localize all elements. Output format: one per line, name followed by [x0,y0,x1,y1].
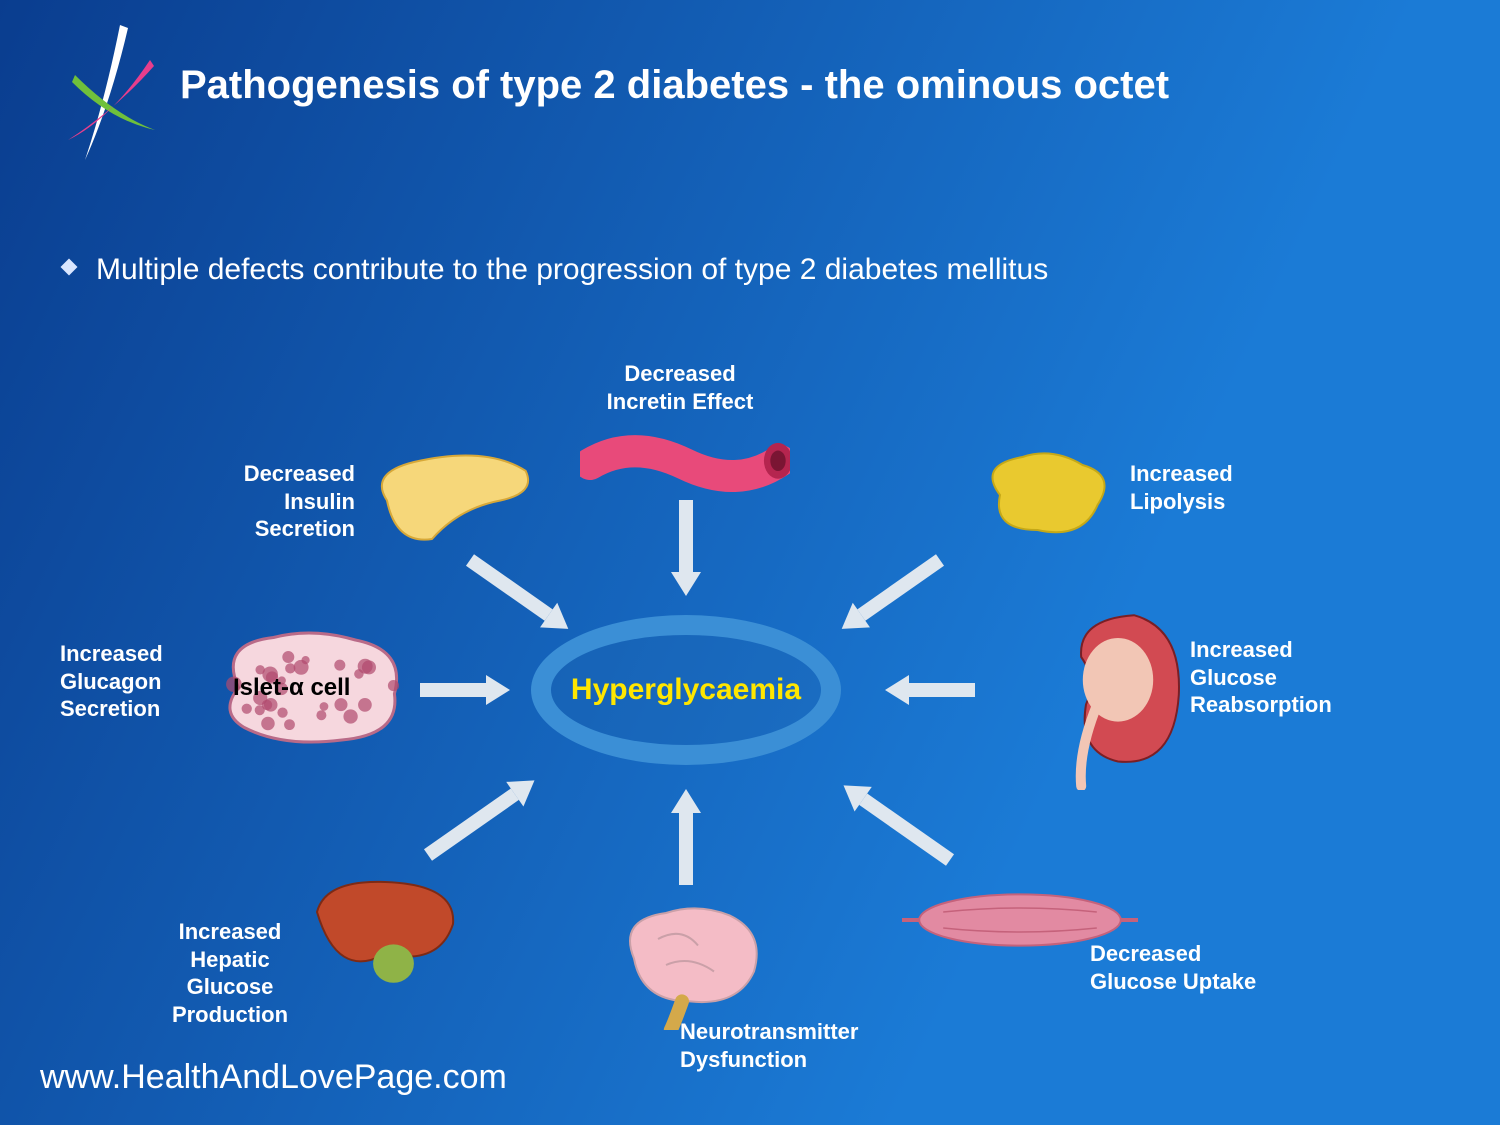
octet-diagram: Hyperglycaemia DecreasedIncretin Effect … [0,340,1500,1125]
logo [50,20,170,180]
islet-cell-label: Islet-α cell [233,674,350,702]
slide-title: Pathogenesis of type 2 diabetes - the om… [180,60,1420,110]
center-label: Hyperglycaemia [571,673,801,707]
pancreas-icon [360,440,540,555]
slide: Pathogenesis of type 2 diabetes - the om… [0,0,1500,1125]
label-glucagon: IncreasedGlucagonSecretion [60,640,163,723]
bullet-row: Multiple defects contribute to the progr… [60,250,1420,291]
intestine-icon [580,432,790,501]
label-insulin: DecreasedInsulinSecretion [225,460,355,543]
logo-swoosh-icon [50,20,170,180]
center-oval: Hyperglycaemia [531,615,841,765]
fat-icon [970,445,1120,550]
kidney-icon [1030,600,1190,795]
label-lipolysis: IncreasedLipolysis [1130,460,1233,515]
label-reabsorption: IncreasedGlucoseReabsorption [1190,636,1332,719]
label-hepatic: IncreasedHepaticGlucoseProduction [130,918,330,1028]
label-incretin: DecreasedIncretin Effect [580,360,780,415]
footer-url: www.HealthAndLovePage.com [40,1058,507,1097]
label-neuro: NeurotransmitterDysfunction [680,1018,858,1073]
label-uptake: DecreasedGlucose Uptake [1090,940,1256,995]
brain-icon [610,900,770,1035]
bullet-text: Multiple defects contribute to the progr… [96,250,1048,291]
diamond-bullet-icon [60,258,78,276]
